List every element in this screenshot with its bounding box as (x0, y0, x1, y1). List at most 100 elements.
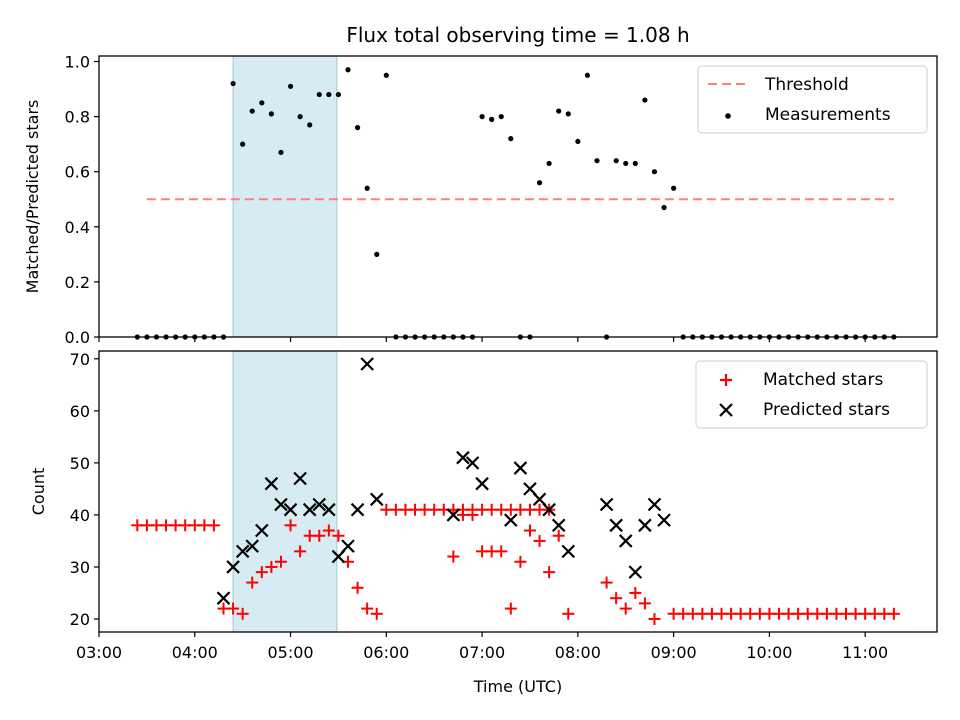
measurement-point (230, 80, 236, 87)
predicted-star-point (609, 518, 623, 533)
predicted-star-point (504, 513, 518, 527)
x-tick-label: 07:00 (459, 643, 505, 662)
predicted-star-point (513, 461, 528, 475)
matched-star-point (227, 602, 240, 615)
bottom-y-tick-label: 20 (70, 610, 90, 629)
matched-star-point (610, 592, 623, 605)
top-legend-box (697, 65, 928, 134)
predicted-star-point (456, 450, 470, 465)
matched-star-point (629, 586, 642, 599)
measurement-point (556, 108, 562, 114)
measurement-point (345, 67, 351, 73)
predicted-star-point (245, 539, 260, 553)
measurement-point (584, 72, 591, 78)
predicted-star-point (264, 476, 279, 491)
predicted-star-point (322, 502, 336, 517)
measurement-point (268, 111, 274, 117)
bottom-y-ticks: 20 30 40 50 60 70 (70, 350, 99, 629)
measurement-point (651, 169, 658, 175)
legend-measurements-swatch (725, 113, 731, 119)
matched-star-point (562, 607, 575, 620)
x-tick-label: 06:00 (363, 643, 409, 662)
legend-measurements-label: Measurements (765, 105, 891, 125)
top-y-axis-label: Matched/Predicted stars (23, 100, 42, 294)
legend-matched-swatch (720, 374, 732, 386)
top-y-tick-label: 0.4 (65, 218, 90, 237)
matched-star-point (447, 550, 460, 563)
top-y-tick-label: 0.8 (65, 108, 90, 127)
matched-star-point (351, 581, 364, 594)
predicted-star-point (561, 544, 576, 559)
measurement-point (354, 125, 361, 131)
measurement-point (259, 100, 265, 106)
bottom-y-tick-label: 60 (70, 402, 90, 421)
matched-star-point (284, 519, 297, 532)
x-axis-label: Time (UTC) (473, 677, 562, 696)
bottom-highlight-span (232, 350, 338, 633)
measurement-point (316, 91, 322, 98)
top-y-tick-label: 0.0 (65, 328, 90, 347)
legend-predicted-swatch (719, 403, 733, 417)
x-tick-label: 10:00 (746, 643, 792, 662)
predicted-star-point (360, 357, 374, 371)
matched-star-point (274, 555, 287, 568)
measurement-point (642, 97, 648, 103)
measurement-point (594, 158, 600, 164)
predicted-star-point (638, 518, 652, 533)
predicted-star-point (255, 523, 269, 538)
predicted-star-point (369, 492, 384, 507)
measurement-point (383, 72, 389, 78)
matched-star-point (207, 519, 220, 532)
matched-star-point (322, 524, 335, 537)
measurement-point (287, 83, 294, 89)
predicted-star-point (446, 508, 461, 522)
x-tick-label: 03:00 (76, 643, 122, 662)
matched-star-point (648, 612, 661, 625)
bottom-y-tick-label: 70 (70, 350, 90, 369)
top-y-tick-label: 0.6 (65, 163, 90, 182)
measurement-point (508, 136, 514, 142)
predicted-star-point (216, 591, 231, 605)
predicted-star-point (302, 502, 317, 517)
matched-star-point (265, 560, 278, 573)
measurement-point (307, 122, 313, 128)
matched-stars-points (131, 503, 900, 625)
matched-star-point (361, 602, 374, 615)
legend-matched-label: Matched stars (763, 370, 883, 390)
top-highlight-span (232, 55, 338, 338)
top-y-tick-label: 0.2 (65, 273, 90, 292)
measurement-point (335, 91, 342, 98)
x-tick-label: 08:00 (555, 643, 601, 662)
x-tick-label: 05:00 (267, 643, 313, 662)
measurement-point (249, 108, 255, 114)
matched-star-point (552, 529, 565, 542)
top-legend: Threshold Measurements (697, 65, 928, 134)
chart-title: Flux total observing time = 1.08 h (346, 23, 689, 47)
measurement-point (613, 158, 619, 164)
predicted-star-point (657, 513, 671, 527)
bottom-y-axis-label: Count (29, 468, 48, 516)
bottom-panel: 20 30 40 50 60 70 03:00 04:00 05:00 06:00 07:00 08… (29, 350, 938, 696)
measurement-point (671, 185, 677, 191)
predicted-star-point (341, 539, 355, 553)
bottom-y-tick-label: 50 (70, 454, 90, 473)
bottom-x-ticks: 03:00 04:00 05:00 06:00 07:00 08:00 09:00 10:00… (76, 632, 888, 662)
bottom-legend: Matched stars Predicted stars (695, 360, 928, 429)
matched-star-point (523, 524, 536, 537)
bottom-y-tick-label: 40 (70, 506, 90, 525)
predicted-stars-points (216, 357, 671, 605)
predicted-star-point (283, 502, 298, 517)
top-y-ticks: 0.0 0.2 0.4 0.6 0.8 1.0 (65, 53, 99, 347)
measurement-point (240, 141, 246, 147)
matched-star-point (466, 508, 479, 521)
matched-star-point (533, 534, 546, 547)
matched-star-point (887, 607, 900, 620)
top-x-ticks (98, 337, 866, 342)
predicted-star-point (647, 497, 662, 512)
matched-star-point (600, 576, 613, 589)
matched-star-point (514, 555, 527, 568)
measurement-point (489, 116, 495, 122)
measurement-point (297, 114, 303, 120)
predicted-star-point (465, 456, 480, 470)
matched-star-point (370, 607, 383, 620)
